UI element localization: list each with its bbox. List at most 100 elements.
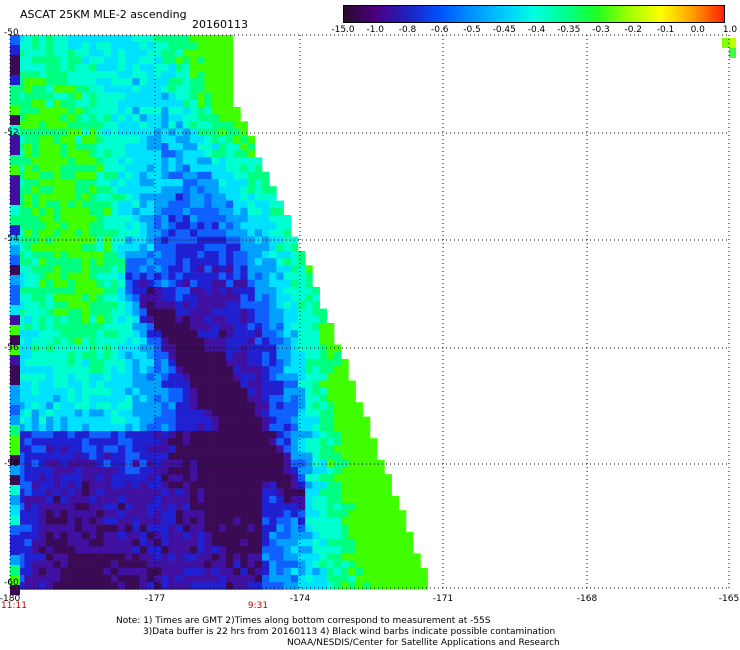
swath-cell [319,409,328,417]
swath-cell [211,164,220,173]
swath-cell [103,114,112,122]
swath-cell [154,330,162,338]
swath-cell [139,366,148,374]
swath-cell [197,71,205,79]
swath-cell [89,107,97,115]
swath-cell [154,294,162,302]
swath-cell [132,488,140,497]
swath-cell [240,402,248,410]
swath-cell [110,395,119,403]
swath-cell [247,366,256,374]
swath-cell [125,49,133,57]
swath-cell [125,222,133,230]
swath-cell [204,539,212,547]
swath-cell [53,366,61,374]
swath-cell [31,495,40,504]
swath-cell [348,539,356,547]
swath-cell [24,402,32,410]
swath-cell [132,56,140,65]
swath-cell [276,366,284,374]
swath-cell [269,272,277,281]
swath-cell [348,488,356,497]
swath-cell [118,71,126,79]
swath-cell [334,445,342,453]
swath-cell [96,143,104,151]
swath-cell [211,488,220,497]
swath-cell [298,373,306,381]
swath-cell [82,373,90,381]
swath-cell [377,510,385,518]
swath-cell [218,229,227,237]
swath-cell [125,207,133,216]
swath-cell [290,287,299,295]
swath-cell [103,423,112,432]
swath-cell [182,107,191,115]
swath-cell [46,92,54,101]
swath-cell [254,380,263,389]
swath-cell [233,207,241,216]
swath-cell [298,517,306,525]
swath-cell [269,308,277,317]
swath-cell [384,517,392,525]
swath-cell [204,179,212,187]
swath-cell [103,150,112,158]
swath-cell [53,251,61,259]
swath-cell [67,301,76,309]
swath-cell [384,488,392,497]
swath-cell [204,56,212,65]
swath-cell [190,366,198,374]
swath-cell [146,157,155,165]
swath-cell [67,186,76,194]
swath-cell [82,243,90,252]
swath-cell [398,575,407,583]
swath-cell [132,582,140,590]
swath-cell [118,359,126,367]
swath-cell [60,546,68,554]
swath-cell [38,467,47,475]
swath-cell [118,308,126,317]
swath-cell [96,229,104,237]
swath-cell [247,337,256,345]
swath-cell [74,539,83,547]
swath-cell [175,359,184,367]
swath-cell [60,524,68,533]
swath-cell [182,366,191,374]
swath-cell [67,92,76,101]
swath-cell [96,71,104,79]
swath-cell [60,200,68,209]
swath-cell [24,287,32,295]
swath-cell [31,416,40,425]
swath-cell [103,287,112,295]
swath-cell [226,200,234,209]
swath-cell [326,409,335,417]
swath-cell [240,351,248,360]
swath-cell [125,243,133,252]
swath-cell [341,373,349,381]
swath-cell [276,560,284,569]
swath-cell [283,279,292,288]
swath-cell [355,488,364,497]
swath-cell [82,503,90,511]
swath-cell [312,423,320,432]
swath-cell [96,200,104,209]
swath-cell [53,56,61,65]
swath-cell [182,121,191,129]
swath-cell [406,539,414,547]
swath-cell [276,409,284,417]
swath-cell [17,193,25,201]
swath-cell [290,481,299,489]
swath-cell [247,279,256,288]
swath-cell [24,114,32,122]
swath-cell [67,366,76,374]
swath-cell [348,395,356,403]
swath-cell [341,524,349,533]
swath-cell [233,128,241,137]
swath-cell [269,251,277,259]
swath-cell [283,344,292,353]
swath-cell [355,459,364,468]
swath-cell [139,85,148,93]
swath-cell [276,553,284,561]
swath-cell [60,423,68,432]
swath-cell [197,474,205,482]
swath-cell [197,265,205,273]
